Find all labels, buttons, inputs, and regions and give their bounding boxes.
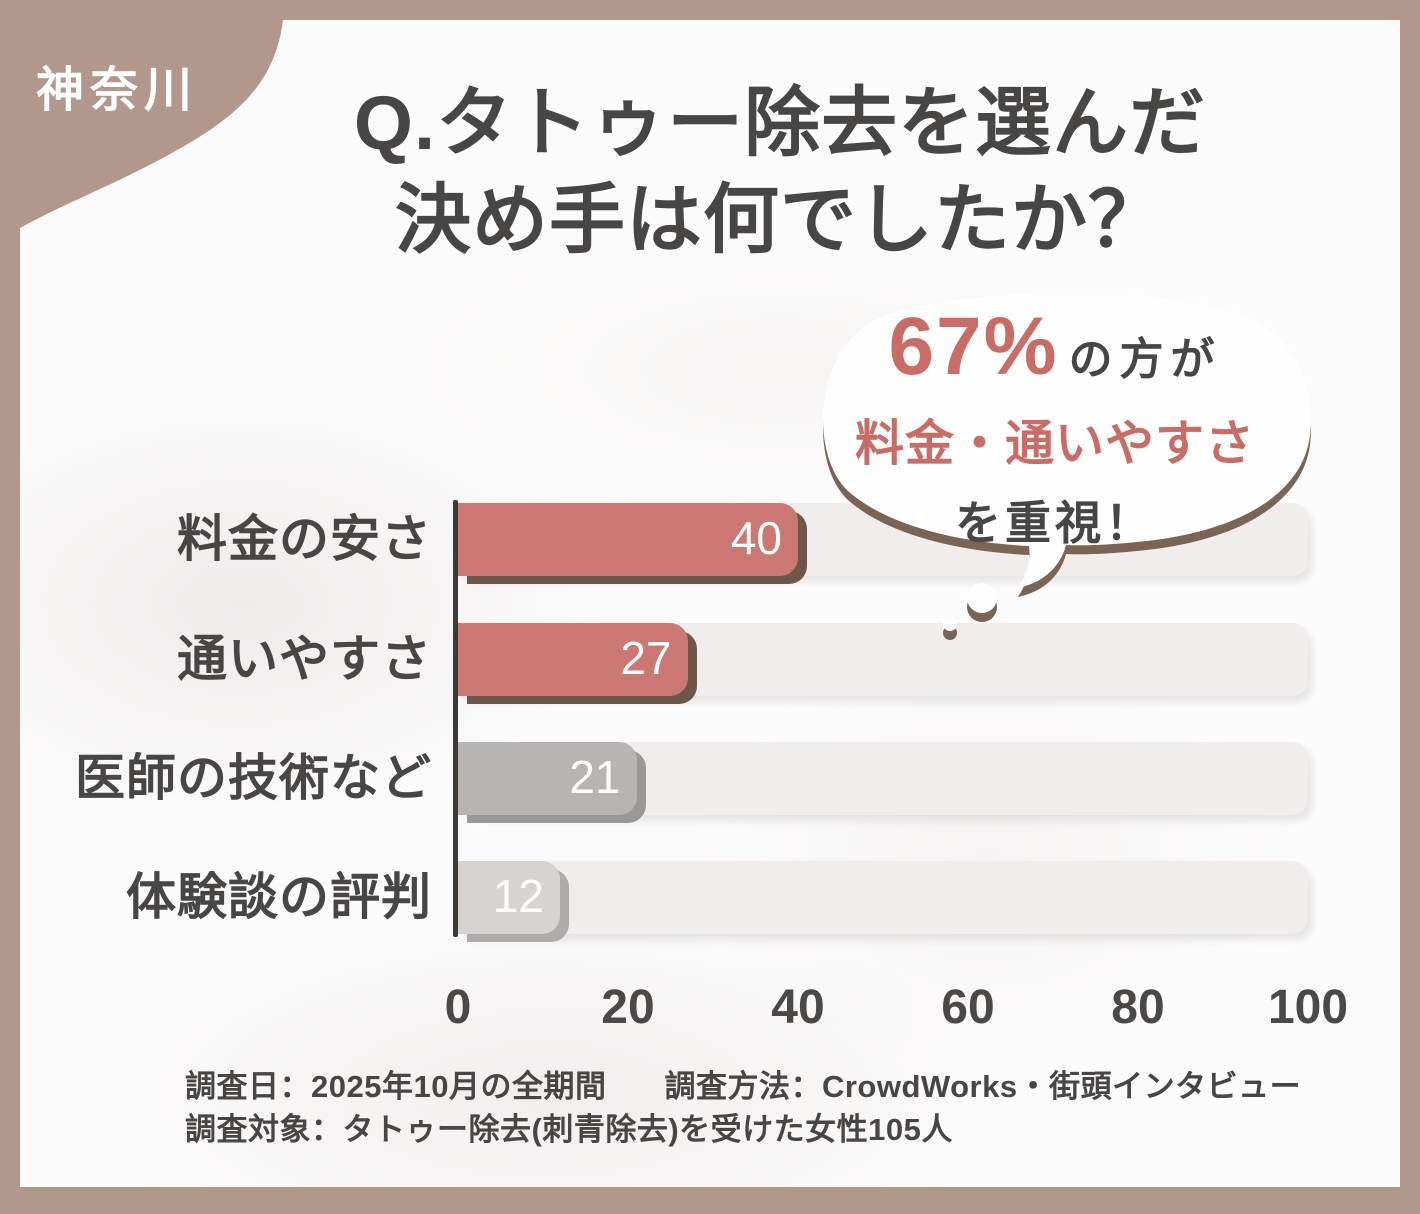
bar-value-label: 12 [492, 870, 544, 922]
bar-value-label: 27 [620, 632, 672, 684]
title-line-1: Q.タトゥー除去を選んだ [353, 81, 1207, 166]
prefecture-badge-label: 神奈川 [36, 64, 199, 117]
bar-track: 12 [458, 861, 1308, 934]
bar-value-label: 40 [730, 512, 782, 564]
x-tick-0: 0 [444, 981, 472, 1034]
y-axis-line [453, 500, 458, 937]
category-label: 体験談の評判 [126, 869, 432, 925]
category-label: 料金の安さ [177, 511, 432, 567]
callout-bubble: 67% の方が 料金・通いやすさ を重視！ [820, 300, 1290, 553]
survey-method: 調査方法：CrowdWorks・街頭インタビュー [664, 1069, 1302, 1104]
callout-stat-line: 67% の方が [820, 300, 1290, 394]
title-line-2: 決め手は何でしたか？ [395, 177, 1165, 263]
x-tick-80: 80 [1111, 981, 1165, 1034]
callout-emphasis: を重視！ [955, 497, 1155, 549]
page-title: Q.タトゥー除去を選んだ 決め手は何でしたか？ [310, 76, 1250, 269]
x-tick-60: 60 [941, 981, 995, 1034]
chart-row-2: 通いやすさ 27 [0, 623, 1420, 696]
survey-target: 調査対象：タトゥー除去(刺青除去)を受けた女性105人 [185, 1111, 953, 1147]
bar-segment: 27 [458, 623, 688, 696]
bar-segment: 12 [458, 861, 560, 934]
callout-stat-suffix: の方が [1068, 335, 1222, 384]
x-tick-20: 20 [601, 981, 655, 1034]
survey-date: 調査日：2025年10月の全期間 [185, 1069, 607, 1104]
x-tick-100: 100 [1267, 981, 1349, 1034]
callout-percentage: 67% [888, 301, 1059, 392]
bar-value-label: 21 [569, 751, 621, 803]
prefecture-badge-shape [20, 20, 283, 228]
thought-dot-small [943, 617, 957, 631]
chart-row-3: 医師の技術など 21 [0, 742, 1420, 815]
category-label: 通いやすさ [177, 631, 432, 687]
speech-bubble-shape [823, 293, 1312, 631]
bar-segment: 40 [458, 503, 798, 576]
survey-notes-line-2: 調査対象：タトゥー除去(刺青除去)を受けた女性105人 [185, 1109, 1335, 1152]
bar-track: 27 [458, 623, 1308, 696]
bar-track: 21 [458, 742, 1308, 815]
bar-segment: 21 [458, 742, 637, 815]
callout-highlight: 料金・通いやすさ [854, 417, 1255, 471]
thought-dot-large [967, 583, 997, 613]
chart-row-4: 体験談の評判 12 [0, 861, 1420, 934]
content-panel [20, 20, 1400, 1187]
survey-notes-line-1: 調査日：2025年10月の全期間 調査方法：CrowdWorks・街頭インタビュー [185, 1066, 1335, 1109]
x-tick-40: 40 [771, 981, 825, 1034]
category-label: 医師の技術など [75, 750, 432, 806]
survey-notes: 調査日：2025年10月の全期間 調査方法：CrowdWorks・街頭インタビュー… [185, 1066, 1335, 1152]
